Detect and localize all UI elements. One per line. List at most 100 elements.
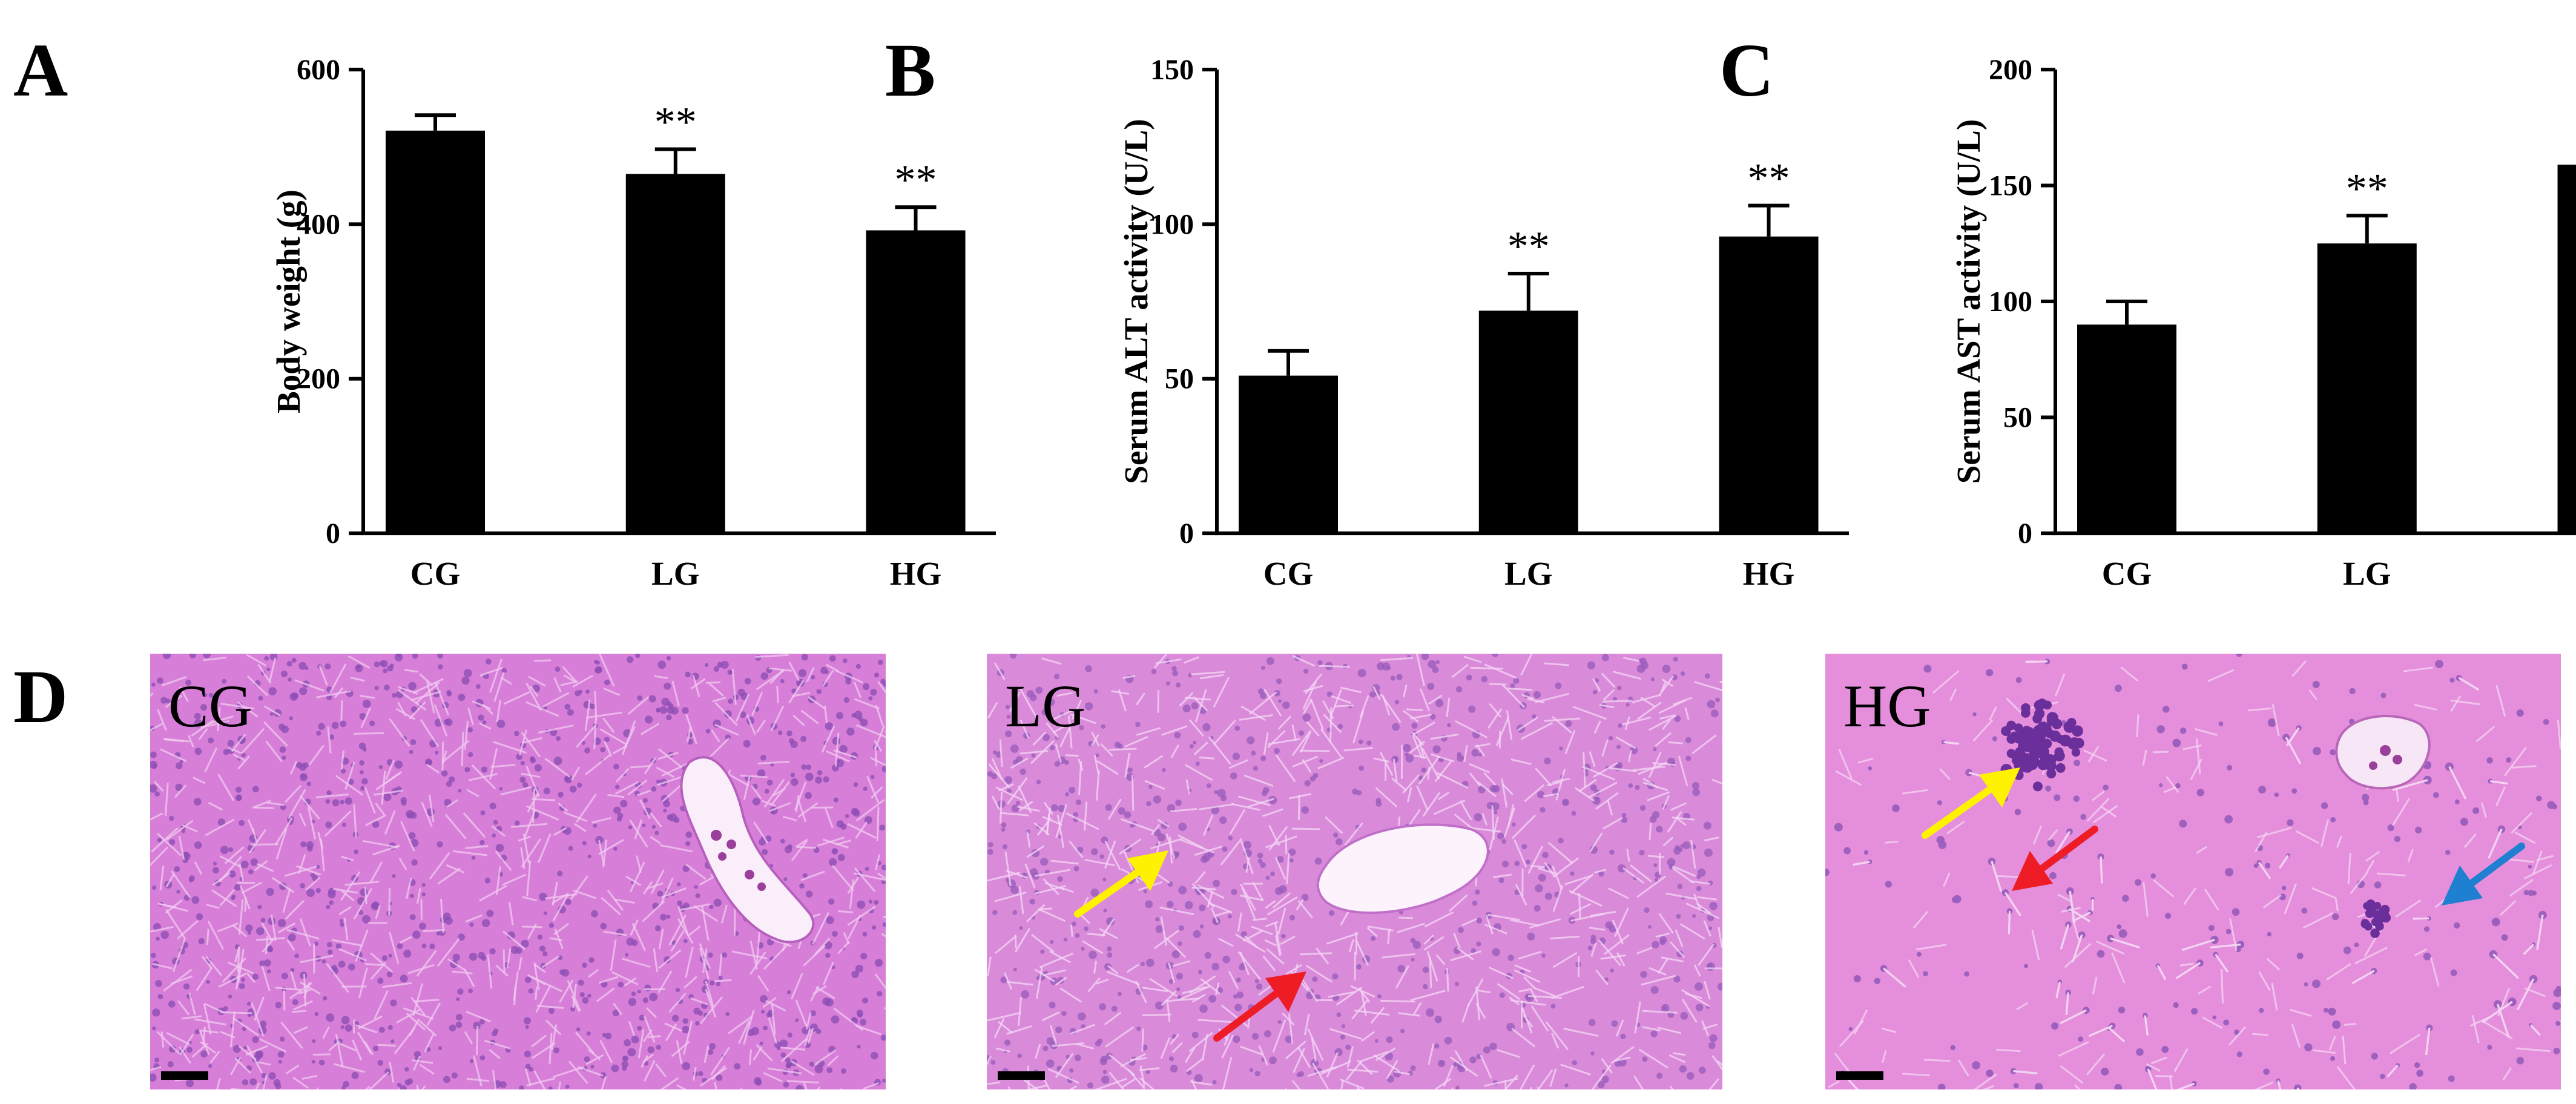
nucleus bbox=[361, 778, 368, 785]
nucleus bbox=[868, 899, 873, 904]
cell-border bbox=[395, 708, 416, 720]
cell-border bbox=[222, 957, 246, 983]
nucleus bbox=[325, 799, 331, 804]
nucleus bbox=[1145, 900, 1153, 908]
cell-border bbox=[374, 990, 389, 1019]
cell-border bbox=[1359, 695, 1369, 718]
cell-border bbox=[1288, 793, 1312, 800]
nucleus bbox=[2234, 1029, 2240, 1035]
nucleus bbox=[1639, 657, 1647, 665]
cell-border bbox=[521, 737, 542, 744]
nucleus bbox=[478, 714, 484, 721]
nucleus bbox=[377, 1060, 384, 1066]
nucleus bbox=[537, 935, 543, 940]
cell-border bbox=[1277, 907, 1286, 935]
nucleus bbox=[2191, 1008, 2198, 1015]
cell-border bbox=[1511, 814, 1537, 840]
cell-border bbox=[1912, 910, 1929, 929]
inflammatory-cell bbox=[2363, 902, 2371, 910]
nucleus bbox=[2330, 1056, 2336, 1061]
y-axis-label: Serum AST activity (U/L) bbox=[1950, 119, 1987, 484]
nucleus bbox=[548, 922, 555, 928]
nucleus bbox=[1644, 907, 1650, 913]
nucleus bbox=[277, 919, 286, 927]
nucleus bbox=[666, 915, 671, 919]
cell-border bbox=[1433, 799, 1466, 815]
nucleus bbox=[2161, 1046, 2169, 1053]
cell-border bbox=[442, 740, 470, 763]
inflammatory-cell bbox=[2024, 736, 2035, 746]
cell-border bbox=[1043, 969, 1066, 976]
cell-border bbox=[204, 1002, 225, 1014]
nucleus bbox=[2555, 1020, 2561, 1026]
nucleus bbox=[471, 855, 476, 860]
cell-border bbox=[206, 904, 220, 909]
cell-border bbox=[409, 701, 426, 720]
cell-border bbox=[419, 673, 433, 686]
cell-border bbox=[1291, 1080, 1301, 1089]
cell-border bbox=[755, 654, 789, 659]
nucleus bbox=[1654, 878, 1659, 882]
nucleus bbox=[1410, 1065, 1416, 1071]
cell-border bbox=[771, 781, 790, 806]
nucleus bbox=[1695, 982, 1703, 991]
cell-border bbox=[1059, 887, 1074, 893]
nucleus bbox=[1942, 740, 1946, 744]
cell-border bbox=[1514, 839, 1527, 868]
cell-border bbox=[218, 973, 246, 988]
cell-border bbox=[655, 1063, 667, 1077]
nucleus bbox=[411, 859, 418, 866]
cell-border bbox=[1185, 764, 1213, 781]
nucleus bbox=[1175, 682, 1181, 688]
nucleus bbox=[2150, 873, 2156, 879]
nucleus bbox=[525, 1025, 529, 1030]
cell-border bbox=[465, 914, 483, 923]
nucleus bbox=[1251, 1033, 1259, 1040]
nucleus bbox=[1937, 800, 1943, 806]
nucleus bbox=[568, 846, 573, 851]
nucleus bbox=[810, 1010, 816, 1016]
cell-border bbox=[1701, 1020, 1710, 1036]
cell-border bbox=[1658, 913, 1674, 934]
nucleus bbox=[340, 800, 344, 804]
nucleus bbox=[259, 1020, 267, 1028]
cell-border bbox=[735, 694, 749, 722]
cell-border bbox=[241, 881, 263, 894]
cell-border bbox=[1468, 763, 1491, 774]
cell-border bbox=[1305, 673, 1322, 695]
nucleus bbox=[1021, 990, 1030, 999]
cell-border bbox=[749, 951, 766, 975]
nucleus bbox=[1421, 654, 1429, 660]
nucleus bbox=[855, 964, 864, 973]
cell-border bbox=[150, 846, 169, 867]
nucleus bbox=[862, 683, 870, 691]
cell-border bbox=[1135, 981, 1147, 1004]
nucleus bbox=[709, 1043, 716, 1050]
nucleus bbox=[263, 959, 271, 967]
nucleus bbox=[2531, 890, 2537, 896]
nucleus bbox=[1843, 847, 1851, 855]
nucleus bbox=[631, 1036, 639, 1043]
nucleus bbox=[2538, 910, 2547, 919]
nucleus bbox=[1357, 669, 1366, 678]
cell-border bbox=[1041, 657, 1062, 665]
nucleus bbox=[155, 980, 162, 987]
nucleus bbox=[2181, 663, 2188, 670]
nucleus bbox=[306, 889, 315, 897]
nucleus bbox=[1302, 713, 1311, 722]
cell-border bbox=[369, 861, 383, 884]
cell-border bbox=[1484, 663, 1517, 679]
nucleus bbox=[152, 1026, 156, 1031]
cell-border bbox=[2313, 1049, 2336, 1054]
cell-border bbox=[156, 708, 167, 731]
nucleus bbox=[1359, 765, 1365, 771]
cell-border bbox=[1634, 1001, 1641, 1034]
inflammatory-cell bbox=[2373, 918, 2382, 927]
cell-border bbox=[1078, 758, 1084, 771]
cell-border bbox=[2108, 1027, 2125, 1042]
cell-border bbox=[1690, 840, 1696, 869]
cell-border bbox=[756, 1044, 773, 1062]
cell-border bbox=[1237, 912, 1242, 932]
cell-border bbox=[2144, 1015, 2149, 1036]
nucleus bbox=[802, 873, 808, 878]
